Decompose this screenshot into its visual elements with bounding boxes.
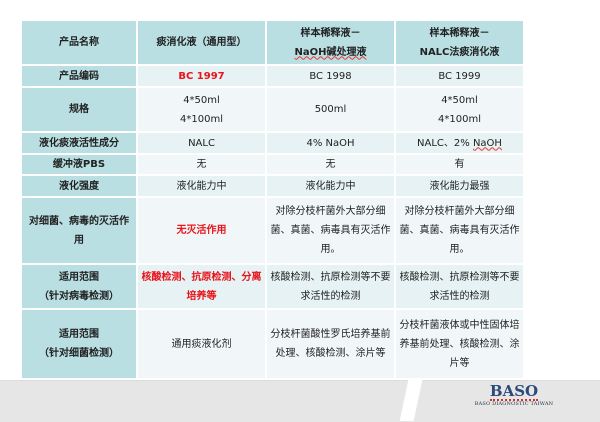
table-cell: 无 — [136, 153, 267, 176]
table-cell: 4*50ml 4*100ml — [136, 86, 267, 133]
table-row: 对细菌、病毒的灭活作用 无灭活作用 对除分枝杆菌外大部分细菌、真菌、病毒具有灭活… — [20, 196, 525, 265]
footer-band — [0, 380, 600, 422]
table-cell: 无 — [265, 153, 396, 176]
table-cell: 通用痰液化剂 — [136, 308, 267, 380]
baso-logo: BASO BASO DIAGNOSTIC TAIWAN — [464, 381, 564, 408]
header-line: 样本稀释液－ — [300, 27, 361, 39]
row-label: 液化强度 — [20, 174, 138, 198]
table-cell: 500ml — [265, 86, 396, 133]
table-cell: 核酸检测、抗原检测等不要求活性的检测 — [265, 263, 396, 310]
table-cell: 4*50ml 4*100ml — [394, 86, 525, 133]
logo-tagline: BASO DIAGNOSTIC TAIWAN — [474, 401, 554, 407]
row-label: 缓冲液PBS — [20, 153, 138, 176]
table-cell: BC 1999 — [394, 64, 525, 88]
header-line: 样本稀释液－ — [429, 27, 490, 39]
table-row: 液化痰液活性成分 NALC 4% NaOH NALC、2% NaOH — [20, 131, 525, 155]
table-cell: 液化能力中 — [265, 174, 396, 198]
product-comparison-table: 产品名称 痰消化液（通用型） 样本稀释液－ NaOH碱处理液 样本稀释液－ NALC… — [20, 19, 525, 380]
cell-text: NaOH — [472, 137, 502, 149]
table-cell: NALC — [136, 131, 267, 155]
label-line: （针对细菌检测） — [39, 348, 119, 359]
row-label: 适用范围 （针对病毒检测） — [20, 263, 138, 310]
row-label: 产品编码 — [20, 64, 138, 88]
header-line: NaOH碱处理液 — [294, 46, 367, 58]
table-cell: 4% NaOH — [265, 131, 396, 155]
table-row: 产品编码 BC 1997 BC 1998 BC 1999 — [20, 64, 525, 88]
header-line: NALC法痰消化液 — [419, 46, 500, 58]
row-label: 规格 — [20, 86, 138, 133]
label-line: 适用范围 — [59, 329, 99, 340]
table-cell: 分枝杆菌酸性罗氏培养基前处理、核酸检测、涂片等 — [265, 308, 396, 380]
table-row: 适用范围 （针对细菌检测） 通用痰液化剂 分枝杆菌酸性罗氏培养基前处理、核酸检测、… — [20, 308, 525, 380]
header-cell: 痰消化液（通用型） — [136, 19, 267, 66]
cell-line: 4*50ml — [183, 94, 220, 106]
label-line: 适用范围 — [59, 271, 99, 283]
table-cell: BC 1997 — [136, 64, 267, 88]
logo-brand: BASO — [489, 382, 539, 401]
table-cell: 对除分枝杆菌外大部分细菌、真菌、病毒具有灭活作用。 — [394, 196, 525, 265]
table-cell: 核酸检测、抗原检测等不要求活性的检测 — [394, 263, 525, 310]
table-row: 适用范围 （针对病毒检测） 核酸检测、抗原检测、分离培养等 核酸检测、抗原检测等不… — [20, 263, 525, 310]
header-cell: 样本稀释液－ NaOH碱处理液 — [265, 19, 396, 66]
table-row: 缓冲液PBS 无 无 有 — [20, 153, 525, 176]
cell-line: 4*100ml — [180, 113, 223, 125]
row-label: 适用范围 （针对细菌检测） — [20, 308, 138, 380]
header-row: 产品名称 痰消化液（通用型） 样本稀释液－ NaOH碱处理液 样本稀释液－ NALC… — [20, 19, 525, 66]
table-cell: 有 — [394, 153, 525, 176]
table-row: 液化强度 液化能力中 液化能力中 液化能力最强 — [20, 174, 525, 198]
table-cell: 液化能力中 — [136, 174, 267, 198]
header-cell: 样本稀释液－ NALC法痰消化液 — [394, 19, 525, 66]
table-cell: 核酸检测、抗原检测、分离培养等 — [136, 263, 267, 310]
table-row: 规格 4*50ml 4*100ml 500ml 4*50ml 4*100ml — [20, 86, 525, 133]
row-label: 对细菌、病毒的灭活作用 — [20, 196, 138, 265]
table-cell: NALC、2% NaOH — [394, 131, 525, 155]
cell-text: NALC、2% — [417, 137, 473, 149]
table-cell: 对除分枝杆菌外大部分细菌、真菌、病毒具有灭活作用。 — [265, 196, 396, 265]
label-line: （针对病毒检测） — [39, 290, 119, 302]
header-cell: 产品名称 — [20, 19, 138, 66]
table-cell: 无灭活作用 — [136, 196, 267, 265]
table-cell: 分枝杆菌液体或中性固体培养基前处理、核酸检测、涂片等 — [394, 308, 525, 380]
table-cell: 液化能力最强 — [394, 174, 525, 198]
row-label: 液化痰液活性成分 — [20, 131, 138, 155]
cell-line: 4*50ml — [441, 94, 478, 106]
table-cell: BC 1998 — [265, 64, 396, 88]
cell-line: 4*100ml — [438, 113, 481, 125]
